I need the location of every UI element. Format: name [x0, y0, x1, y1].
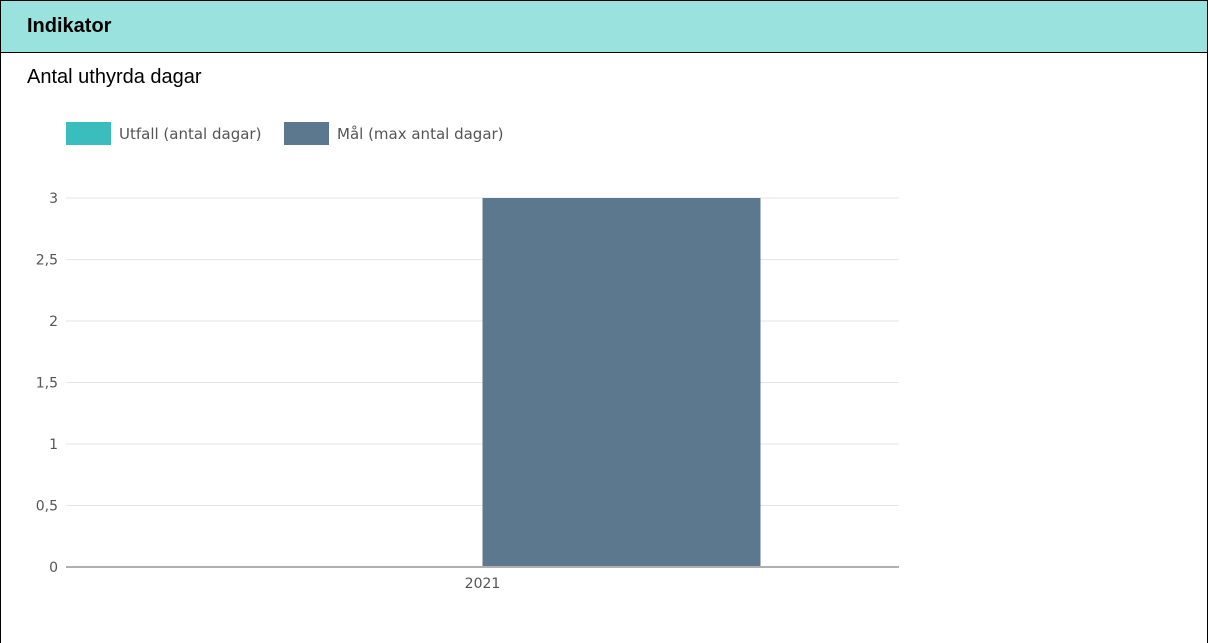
y-tick-label: 1,5	[36, 376, 58, 392]
x-tick-label: 2021	[465, 576, 501, 592]
y-tick-label: 0	[49, 560, 58, 576]
legend-swatch-mal	[284, 122, 329, 145]
bar-mal-2021	[482, 198, 761, 567]
legend-label-mal: Mål (max antal dagar)	[337, 125, 504, 143]
legend: Utfall (antal dagar) Mål (max antal dagar…	[66, 122, 504, 145]
indicator-name: Antal uthyrda dagar	[27, 66, 202, 88]
y-tick-label: 2	[49, 314, 58, 330]
legend-label-utfall: Utfall (antal dagar)	[119, 125, 261, 143]
y-tick-label: 0,5	[36, 499, 58, 515]
y-tick-label: 1	[49, 437, 58, 453]
panel-title: Indikator	[27, 15, 112, 37]
bars	[482, 198, 761, 567]
y-tick-label: 3	[49, 191, 58, 207]
legend-swatch-utfall	[66, 122, 111, 145]
y-tick-label: 2,5	[36, 253, 58, 269]
panel-header: Indikator	[1, 1, 1207, 53]
axes: 0 0,5 1 1,5 2 2,5 3 2021	[36, 191, 899, 592]
